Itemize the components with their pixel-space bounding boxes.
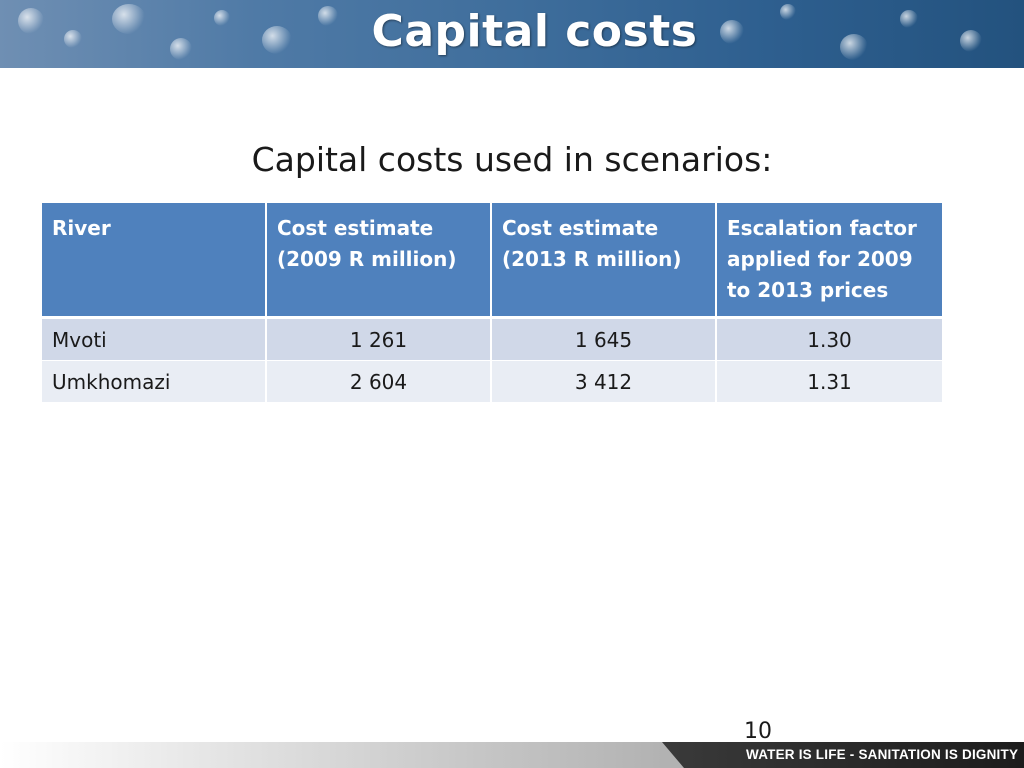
cost-2009-cell: 2 604 <box>267 361 492 403</box>
table-row: Umkhomazi 2 604 3 412 1.31 <box>42 361 942 403</box>
slide-subtitle: Capital costs used in scenarios: <box>251 140 773 179</box>
column-header-escalation-factor: Escalation factor applied for 2009 to 20… <box>717 203 942 319</box>
river-name-cell: Mvoti <box>42 319 267 361</box>
footer-slogan: WATER IS LIFE - SANITATION IS DIGNITY <box>746 747 1019 762</box>
escalation-factor-cell: 1.31 <box>717 361 942 403</box>
column-header-cost-2009: Cost estimate (2009 R million) <box>267 203 492 319</box>
water-drop-decoration <box>840 34 868 60</box>
page-number: 10 <box>744 719 772 744</box>
water-drop-decoration <box>170 38 192 60</box>
cost-2013-cell: 3 412 <box>492 361 717 403</box>
water-drop-decoration <box>780 4 796 20</box>
table-header-row: River Cost estimate (2009 R million) Cos… <box>42 203 942 319</box>
water-drop-decoration <box>214 10 230 26</box>
water-drop-decoration <box>112 4 146 34</box>
water-drop-decoration <box>262 26 292 54</box>
column-header-cost-2013: Cost estimate (2013 R million) <box>492 203 717 319</box>
column-header-river: River <box>42 203 267 319</box>
water-drop-decoration <box>900 10 918 28</box>
table-row: Mvoti 1 261 1 645 1.30 <box>42 319 942 361</box>
water-drop-decoration <box>960 30 982 52</box>
escalation-factor-cell: 1.30 <box>717 319 942 361</box>
cost-2009-cell: 1 261 <box>267 319 492 361</box>
title-banner: Capital costs <box>0 0 1024 68</box>
water-drop-decoration <box>18 8 44 34</box>
slide-title: Capital costs <box>371 6 698 57</box>
water-drop-decoration <box>64 30 82 48</box>
water-drop-decoration <box>318 6 338 26</box>
cost-2013-cell: 1 645 <box>492 319 717 361</box>
footer-slogan-bar <box>662 742 1024 768</box>
capital-costs-table: River Cost estimate (2009 R million) Cos… <box>42 203 942 403</box>
river-name-cell: Umkhomazi <box>42 361 267 403</box>
water-drop-decoration <box>720 20 744 44</box>
